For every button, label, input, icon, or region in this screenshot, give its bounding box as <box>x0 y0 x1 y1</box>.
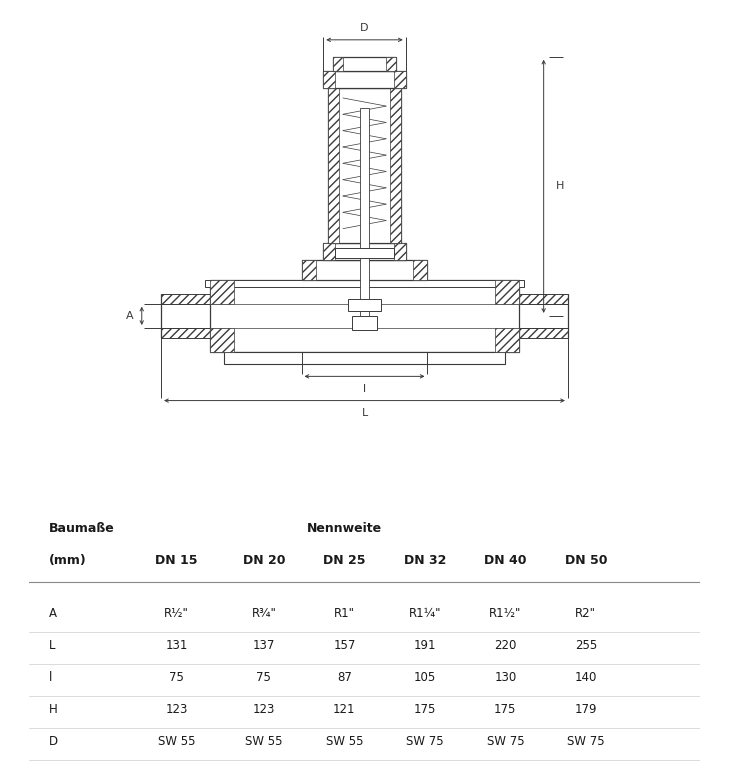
Bar <box>333 57 343 71</box>
Bar <box>495 280 520 304</box>
Text: L: L <box>50 639 56 652</box>
Text: 87: 87 <box>337 671 352 684</box>
Text: R½": R½" <box>164 608 189 620</box>
Bar <box>209 280 520 352</box>
Bar <box>324 243 335 260</box>
Bar <box>324 243 405 260</box>
Bar <box>413 260 427 280</box>
Bar <box>205 280 524 287</box>
Bar <box>335 248 394 258</box>
Text: l: l <box>363 383 366 394</box>
Text: 75: 75 <box>169 671 184 684</box>
Text: 175: 175 <box>494 703 517 716</box>
Bar <box>352 316 377 330</box>
Text: A: A <box>50 608 58 620</box>
Text: 131: 131 <box>165 639 188 652</box>
Bar <box>328 88 401 243</box>
Bar <box>324 71 335 88</box>
Text: R¾": R¾" <box>252 608 276 620</box>
Bar <box>520 328 568 337</box>
Bar <box>209 328 234 352</box>
Text: 140: 140 <box>574 671 597 684</box>
Bar <box>224 352 505 364</box>
Bar <box>390 88 401 243</box>
Text: 121: 121 <box>333 703 356 716</box>
Text: R1¼": R1¼" <box>409 608 441 620</box>
Text: Nennweite: Nennweite <box>307 522 382 536</box>
Text: 255: 255 <box>574 639 597 652</box>
Text: SW 75: SW 75 <box>486 735 524 748</box>
Text: (mm): (mm) <box>50 555 87 567</box>
Text: DN 50: DN 50 <box>564 555 607 567</box>
Bar <box>520 294 568 304</box>
Bar <box>302 260 316 280</box>
Text: D: D <box>360 23 369 33</box>
Bar <box>348 299 381 311</box>
Bar <box>394 243 405 260</box>
Bar <box>209 280 234 304</box>
Text: A: A <box>126 311 133 321</box>
Bar <box>324 71 405 88</box>
Text: H: H <box>50 703 58 716</box>
Text: L: L <box>362 408 367 418</box>
Bar <box>333 57 396 71</box>
Text: 123: 123 <box>253 703 275 716</box>
Text: 137: 137 <box>253 639 275 652</box>
Text: 220: 220 <box>494 639 517 652</box>
Text: 75: 75 <box>257 671 271 684</box>
Text: DN 20: DN 20 <box>243 555 285 567</box>
Text: SW 55: SW 55 <box>158 735 195 748</box>
Text: 157: 157 <box>333 639 356 652</box>
Text: DN 40: DN 40 <box>484 555 526 567</box>
Text: 123: 123 <box>165 703 188 716</box>
Text: R1½": R1½" <box>489 608 521 620</box>
Text: SW 55: SW 55 <box>326 735 363 748</box>
Text: DN 15: DN 15 <box>155 555 198 567</box>
Text: SW 75: SW 75 <box>406 735 444 748</box>
Text: SW 75: SW 75 <box>567 735 604 748</box>
Text: l: l <box>50 671 52 684</box>
Bar <box>394 71 405 88</box>
Text: 130: 130 <box>494 671 516 684</box>
Bar <box>495 328 520 352</box>
Bar <box>161 294 209 304</box>
Bar <box>328 88 339 243</box>
Text: D: D <box>50 735 58 748</box>
Text: R1": R1" <box>334 608 355 620</box>
Text: DN 32: DN 32 <box>404 555 446 567</box>
Bar <box>302 260 427 280</box>
Text: 179: 179 <box>574 703 597 716</box>
Text: Baumaße: Baumaße <box>50 522 115 536</box>
Text: H: H <box>555 181 564 191</box>
Bar <box>359 108 370 326</box>
Text: R2": R2" <box>575 608 596 620</box>
Text: 105: 105 <box>414 671 436 684</box>
Text: 175: 175 <box>413 703 436 716</box>
Text: DN 25: DN 25 <box>323 555 366 567</box>
Bar <box>386 57 396 71</box>
Text: SW 55: SW 55 <box>245 735 283 748</box>
Bar <box>161 328 209 337</box>
Text: 191: 191 <box>413 639 436 652</box>
